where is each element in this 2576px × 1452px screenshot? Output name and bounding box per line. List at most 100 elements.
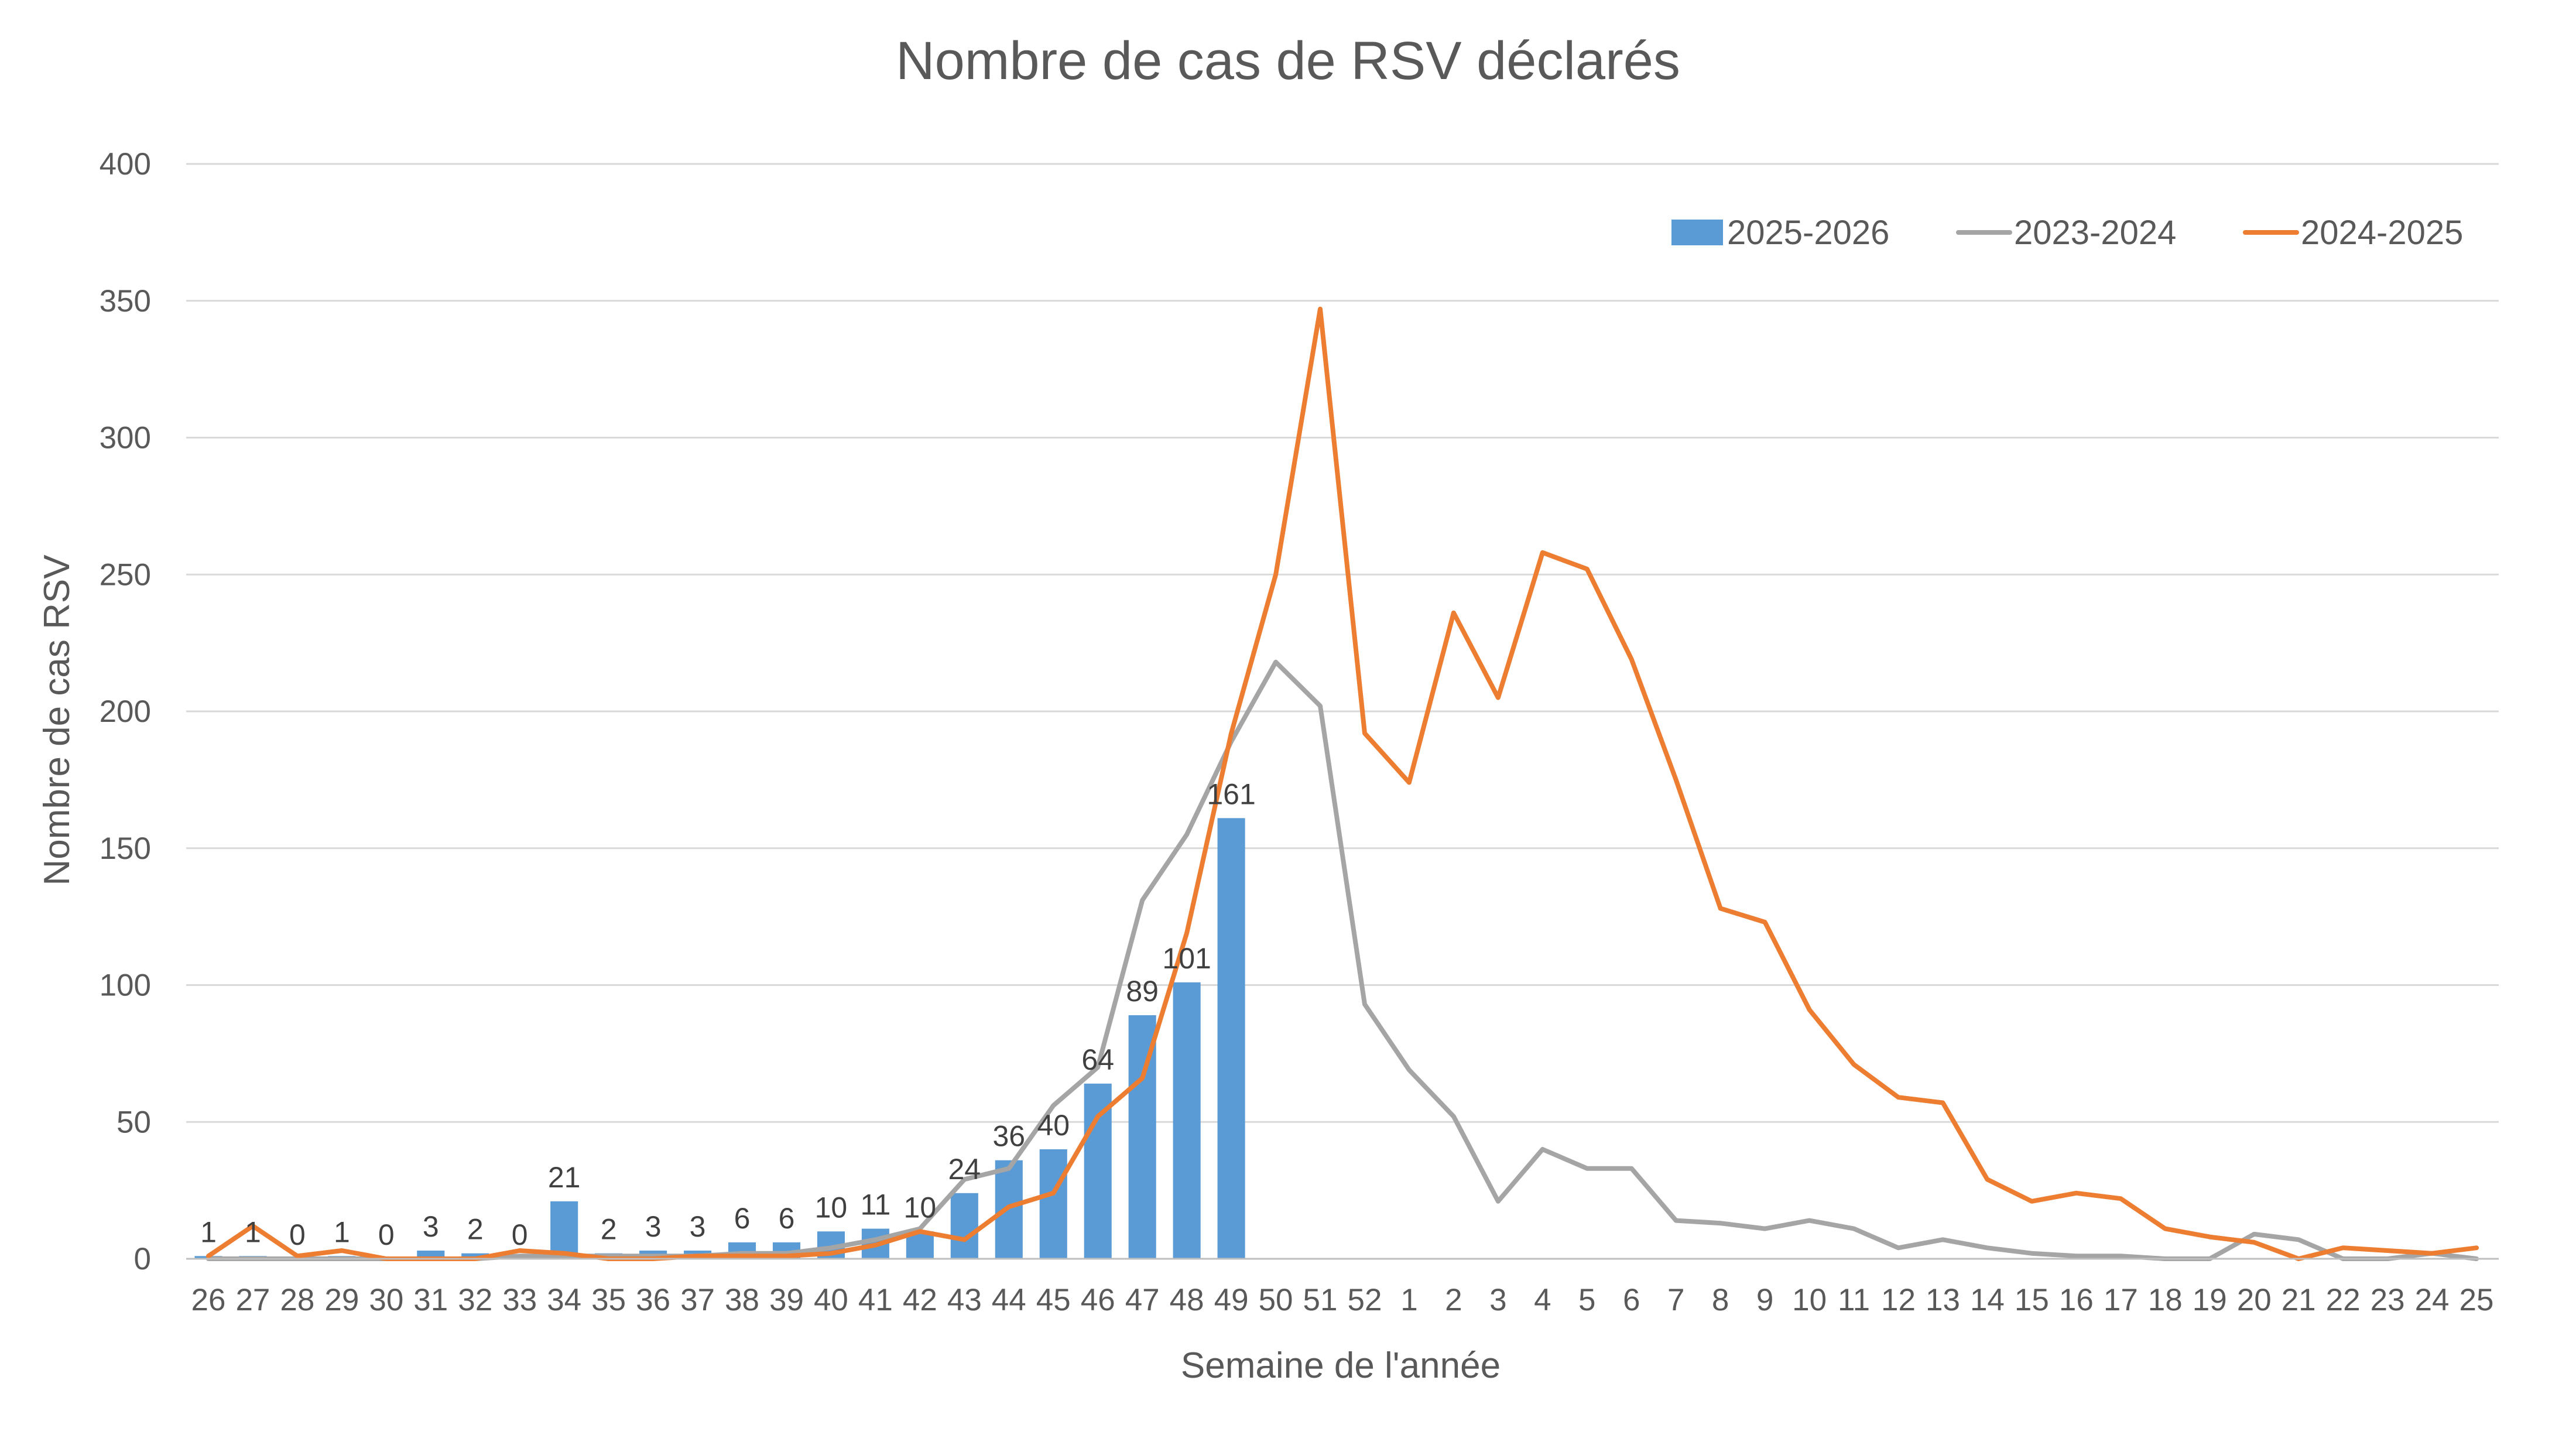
x-tick-label: 48 [1170, 1283, 1204, 1317]
y-tick-label: 400 [100, 147, 151, 182]
x-tick-label: 2 [1445, 1283, 1462, 1317]
x-tick-label: 49 [1214, 1283, 1249, 1317]
y-axis-tick-labels: 0 50 100 150 200 250 300 350 400 [100, 147, 151, 1276]
x-tick-label: 16 [2059, 1283, 2094, 1317]
x-tick-label: 34 [547, 1283, 581, 1317]
x-tick-label: 42 [903, 1283, 937, 1317]
x-tick-label: 46 [1081, 1283, 1115, 1317]
y-tick-label: 50 [117, 1105, 151, 1139]
x-tick-label: 24 [2415, 1283, 2450, 1317]
y-tick-label: 250 [100, 557, 151, 592]
y-tick-label: 350 [100, 284, 151, 319]
x-tick-label: 39 [769, 1283, 804, 1317]
bar-data-label: 21 [548, 1161, 581, 1194]
bar-data-label: 2 [601, 1213, 617, 1246]
x-tick-label: 28 [280, 1283, 314, 1317]
chart-title: Nombre de cas de RSV déclarés [896, 31, 1680, 91]
bar-data-label: 0 [512, 1218, 528, 1251]
bar-data-label: 161 [1207, 778, 1255, 810]
legend-label: 2025-2026 [1727, 214, 1889, 252]
series-line-2024-2025 [206, 306, 2479, 1261]
x-tick-label: 6 [1623, 1283, 1640, 1317]
bar-data-label: 0 [289, 1218, 306, 1251]
y-tick-label: 150 [100, 831, 151, 866]
x-tick-label: 31 [413, 1283, 448, 1317]
bar-data-label: 89 [1126, 975, 1159, 1008]
x-tick-label: 47 [1125, 1283, 1160, 1317]
bar-data-label: 0 [378, 1218, 395, 1251]
x-tick-label: 21 [2282, 1283, 2316, 1317]
x-tick-label: 15 [2015, 1283, 2049, 1317]
y-tick-label: 300 [100, 421, 151, 456]
x-tick-label: 5 [1578, 1283, 1595, 1317]
x-tick-label: 13 [1926, 1283, 1960, 1317]
bar-data-label: 64 [1081, 1043, 1114, 1076]
x-tick-label: 36 [636, 1283, 670, 1317]
x-tick-label: 26 [191, 1283, 226, 1317]
x-tick-label: 37 [680, 1283, 715, 1317]
x-tick-label: 12 [1881, 1283, 1916, 1317]
bar [1173, 982, 1201, 1259]
bar [1084, 1083, 1112, 1259]
y-axis-title: Nombre de cas RSV [37, 554, 77, 886]
bar-data-label: 10 [815, 1191, 848, 1224]
bar-data-label: 3 [690, 1210, 706, 1243]
legend-label: 2023-2024 [2014, 214, 2176, 252]
y-tick-label: 100 [100, 968, 151, 1003]
x-tick-label: 17 [2104, 1283, 2138, 1317]
x-tick-label: 32 [458, 1283, 492, 1317]
line-series [206, 306, 2479, 1261]
x-tick-label: 20 [2237, 1283, 2272, 1317]
bar-data-label: 2 [467, 1213, 484, 1246]
x-tick-label: 14 [1970, 1283, 2005, 1317]
x-tick-label: 33 [502, 1283, 537, 1317]
x-axis-title: Semaine de l'année [1181, 1345, 1501, 1386]
x-tick-label: 3 [1489, 1283, 1506, 1317]
x-tick-label: 30 [369, 1283, 403, 1317]
x-tick-label: 29 [324, 1283, 359, 1317]
legend: 2025-2026 2023-2024 2024-2025 [1671, 214, 2463, 252]
x-tick-label: 45 [1036, 1283, 1071, 1317]
x-tick-label: 8 [1712, 1283, 1729, 1317]
x-tick-label: 11 [1838, 1283, 1870, 1317]
x-tick-label: 4 [1534, 1283, 1551, 1317]
x-tick-label: 52 [1348, 1283, 1382, 1317]
bar-data-label: 1 [334, 1215, 350, 1248]
x-tick-label: 43 [947, 1283, 982, 1317]
x-tick-label: 40 [814, 1283, 848, 1317]
bar-data-label: 40 [1037, 1109, 1070, 1142]
bar-data-label: 6 [734, 1202, 751, 1235]
x-tick-label: 51 [1303, 1283, 1338, 1317]
x-tick-label: 1 [1400, 1283, 1417, 1317]
x-tick-label: 23 [2371, 1283, 2405, 1317]
x-tick-label: 25 [2459, 1283, 2494, 1317]
bar-data-label: 1 [245, 1215, 261, 1248]
legend-marker-2025-2026 [1671, 220, 1723, 245]
bar-data-label: 3 [645, 1210, 662, 1243]
bar [550, 1201, 578, 1259]
bar [1217, 818, 1245, 1259]
x-tick-label: 18 [2148, 1283, 2183, 1317]
y-tick-label: 200 [100, 694, 151, 729]
bar-data-label: 11 [860, 1189, 890, 1221]
bar-data-label: 10 [904, 1191, 937, 1224]
x-tick-label: 27 [235, 1283, 270, 1317]
x-tick-label: 9 [1756, 1283, 1773, 1317]
x-tick-label: 7 [1667, 1283, 1684, 1317]
bar-series-2025-2026 [194, 818, 1245, 1259]
y-tick-label: 0 [134, 1242, 151, 1276]
bar-data-label: 36 [992, 1120, 1025, 1153]
bar-data-label: 3 [423, 1210, 439, 1243]
x-tick-label: 44 [992, 1283, 1026, 1317]
gridlines [186, 163, 2499, 1123]
bar [461, 1253, 489, 1259]
x-axis-tick-labels: 26 27 28 29 30 31 32 33 34 35 36 37 38 39 40 41 42 43 44 45… [191, 1283, 2494, 1317]
bar [1039, 1149, 1067, 1259]
x-tick-label: 41 [858, 1283, 893, 1317]
bar [950, 1193, 978, 1259]
legend-label: 2024-2025 [2301, 214, 2463, 252]
x-tick-label: 10 [1792, 1283, 1827, 1317]
